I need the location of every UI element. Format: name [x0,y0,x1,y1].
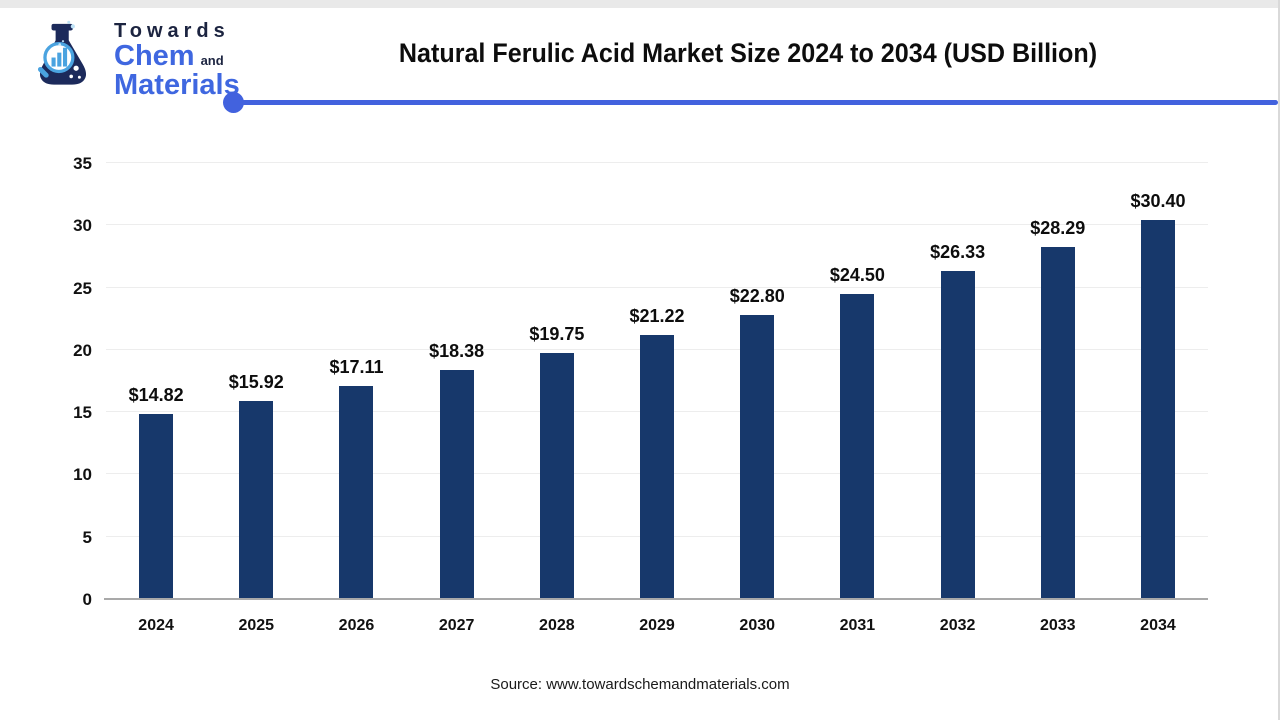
value-label-2026: $17.11 [329,356,384,377]
bar-slot-2033: $28.29 2033 [1008,163,1108,634]
bar-slot-2029: $21.22 2029 [607,163,707,634]
bar-slot-2026: $17.11 2026 [306,163,406,634]
x-tick-label-2029: 2029 [639,617,675,634]
bar-slot-2024: $14.82 2024 [106,163,206,634]
y-tick-label-35: 35 [73,154,92,173]
x-tick-label-2027: 2027 [438,617,475,634]
bar-2030[interactable] [740,314,775,599]
brand-logo: Towards Chem and Materials [22,18,240,102]
brand-word-towards: Towards [114,20,230,43]
title-divider-line [233,100,1278,105]
bar-2034[interactable] [1140,220,1175,599]
bar-2032[interactable] [940,271,975,599]
bar-2029[interactable] [640,334,675,599]
bar-slot-2030: $22.80 2030 [707,163,807,634]
brand-word-materials: Materials [114,69,240,102]
y-axis: 0 5 10 15 20 25 30 35 [0,154,92,609]
value-label-2024: $14.82 [128,385,184,406]
bar-slot-2034: $30.40 2034 [1108,163,1208,634]
source-text: Source: www.towardschemandmaterials.com [490,676,790,693]
x-tick-label-2032: 2032 [939,617,976,634]
value-label-2031: $24.50 [829,264,885,285]
value-label-2033: $28.29 [1030,217,1086,238]
brand-word-chem: Chem [114,39,195,72]
bar-slot-2031: $24.50 2031 [807,163,907,634]
bar-slot-2028: $19.75 2028 [507,163,607,634]
value-label-2034: $30.40 [1130,191,1186,212]
value-label-2032: $26.33 [930,242,986,263]
y-tick-label-30: 30 [73,216,92,236]
y-tick-label-20: 20 [73,340,92,360]
bar-2033[interactable] [1040,246,1075,599]
x-tick-label-2025: 2025 [238,617,275,634]
bar-2027[interactable] [439,370,474,599]
bar-2025[interactable] [239,400,274,599]
brand-word-and: and [200,52,224,68]
y-tick-label-10: 10 [73,465,92,485]
value-label-2025: $15.92 [228,371,284,392]
title-divider-dot [223,92,244,113]
top-border-strip [0,0,1278,8]
x-tick-label-2031: 2031 [839,617,876,634]
value-label-2028: $19.75 [529,323,585,344]
x-tick-label-2034: 2034 [1140,617,1176,634]
x-tick-label-2026: 2026 [338,617,375,634]
x-axis-line [104,598,1208,600]
x-tick-label-2024: 2024 [138,617,174,634]
bar-2031[interactable] [840,293,875,599]
gridline-30 [106,224,1208,226]
bar-2026[interactable] [339,385,374,599]
bar-2028[interactable] [539,352,574,599]
chart-title: Natural Ferulic Acid Market Size 2024 to… [398,38,1098,68]
bar-slot-2032: $26.33 2032 [908,163,1008,634]
x-tick-label-2028: 2028 [539,617,575,634]
x-tick-label-2033: 2033 [1039,617,1076,634]
bar-2024[interactable] [139,414,174,599]
x-tick-label-2030: 2030 [739,617,776,634]
y-tick-label-25: 25 [73,278,92,298]
brand-wordmark: Towards Chem and Materials [114,19,240,101]
gridline-25 [106,286,1208,288]
bar-series: $14.82 2024 $15.92 2025 $17.11 2026 $18.38 2027… [106,163,1208,634]
value-label-2029: $21.22 [629,305,685,326]
y-tick-label-0: 0 [82,590,92,609]
bar-slot-2027: $18.38 2027 [407,163,507,634]
value-label-2030: $22.80 [729,285,785,306]
flask-magnifier-icon [37,20,87,85]
gridline-35 [106,162,1208,163]
value-label-2027: $18.38 [429,341,485,362]
y-tick-label-15: 15 [73,403,92,423]
bar-slot-2025: $15.92 2025 [206,163,306,634]
y-tick-label-5: 5 [82,527,92,547]
plot-area: $14.82 2024 $15.92 2025 $17.11 2026 $18.38 2027… [104,162,1208,634]
